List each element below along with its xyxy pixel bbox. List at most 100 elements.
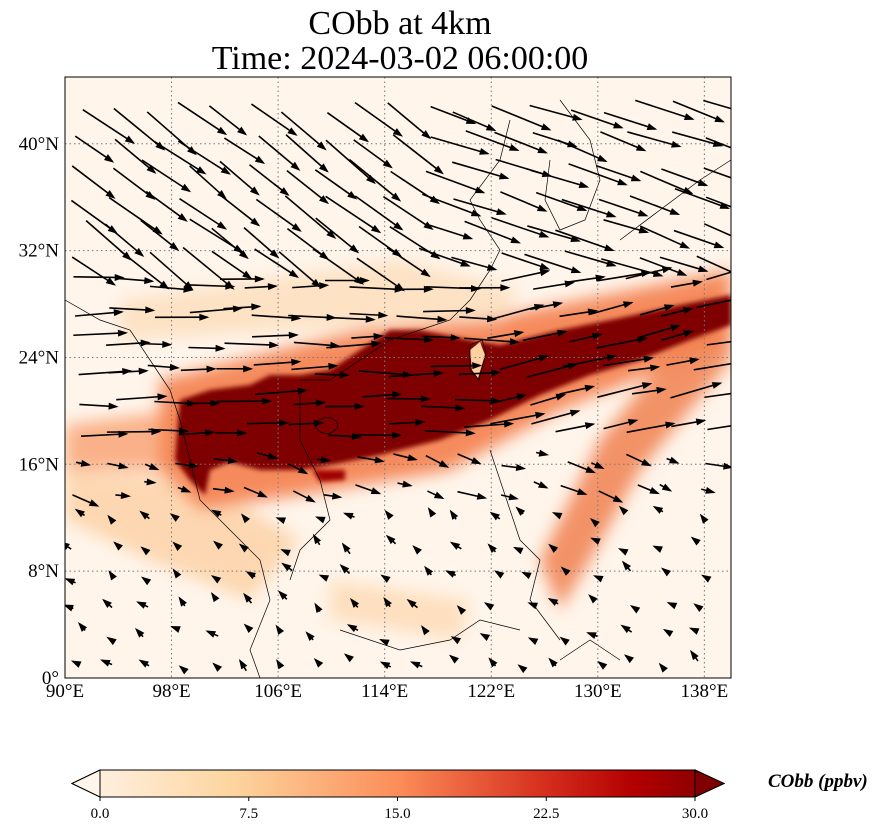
- wind-arrow-head: [510, 236, 521, 244]
- wind-arrow-head: [572, 113, 583, 121]
- wind-arrow-head: [157, 393, 168, 401]
- wind-arrow-head: [656, 386, 667, 394]
- wind-arrow-shaft: [189, 307, 242, 314]
- wind-arrow-shaft: [82, 109, 134, 144]
- wind-arrow-head: [210, 575, 222, 584]
- wind-arrow-head: [383, 596, 392, 608]
- wind-arrow-shaft: [326, 342, 380, 349]
- wind-arrow-head: [385, 534, 396, 545]
- wind-arrow-head: [730, 296, 731, 302]
- wind-arrow-head: [588, 594, 598, 604]
- wind-arrow-shaft: [326, 112, 368, 142]
- wind-arrow-shaft: [423, 309, 474, 313]
- wind-arrow-head: [254, 275, 265, 283]
- lon-tick-label: 90°E: [46, 681, 84, 702]
- wind-arrow-shaft: [388, 372, 442, 378]
- wind-arrow-head: [535, 411, 546, 419]
- wind-arrow-shaft: [570, 109, 623, 129]
- wind-arrow-head: [450, 334, 461, 342]
- wind-arrow-head: [423, 336, 435, 344]
- wind-arrow-head: [366, 174, 376, 185]
- wind-arrow-shaft: [278, 251, 321, 288]
- wind-arrow-shaft: [354, 195, 403, 231]
- wind-arrow-head: [65, 578, 76, 586]
- wind-arrow-head: [539, 269, 551, 277]
- wind-arrow-shaft: [451, 161, 508, 180]
- wind-arrow-head: [508, 144, 520, 151]
- wind-arrow-head: [527, 637, 539, 646]
- wind-arrow-head: [100, 659, 111, 667]
- wind-arrow-shaft: [531, 410, 579, 425]
- wind-arrow-shaft: [464, 337, 519, 343]
- wind-arrow-shaft: [601, 258, 662, 277]
- wind-arrow-shaft: [597, 382, 651, 398]
- wind-arrow-head: [224, 280, 235, 290]
- wind-arrow-head: [315, 516, 326, 524]
- lat-tick-label: 0°: [42, 668, 59, 689]
- wind-arrow-shaft: [430, 364, 481, 368]
- wind-arrow-head: [670, 324, 681, 332]
- wind-arrow-head: [180, 183, 192, 193]
- wind-arrow-head: [74, 508, 85, 518]
- wind-arrow-head: [462, 232, 474, 240]
- coastlines: [65, 99, 731, 678]
- wind-arrow-head: [705, 486, 716, 494]
- wind-arrow-head: [217, 189, 227, 200]
- wind-arrow-head: [178, 665, 189, 675]
- wind-arrow-head: [233, 244, 244, 253]
- wind-arrow-shaft: [249, 164, 289, 196]
- wind-arrow-head: [254, 155, 266, 164]
- wind-arrow-head: [393, 221, 404, 231]
- wind-arrow-head: [500, 284, 511, 292]
- wind-arrow-shaft: [568, 163, 627, 186]
- wind-arrow-shaft: [315, 217, 359, 253]
- wind-arrow-head: [275, 624, 285, 635]
- wind-arrow-head: [65, 604, 74, 612]
- wind-arrow-head: [538, 449, 550, 457]
- wind-arrow-head: [144, 277, 155, 285]
- lat-tick-label: 8°N: [28, 561, 59, 582]
- wind-arrow-shaft: [493, 304, 543, 320]
- wind-arrow-shaft: [182, 246, 234, 290]
- wind-arrow-head: [448, 654, 459, 664]
- wind-arrow-head: [697, 179, 709, 186]
- wind-arrow-head: [371, 340, 382, 348]
- wind-arrow-head: [593, 575, 604, 583]
- wind-arrow-head: [262, 397, 273, 405]
- wind-arrow-shaft: [672, 100, 724, 123]
- wind-arrow-head: [489, 511, 500, 521]
- wind-arrow-shaft: [603, 357, 653, 367]
- wind-arrow-head: [423, 221, 434, 230]
- wind-arrow-head: [251, 303, 262, 311]
- wind-arrow-shaft: [286, 170, 328, 204]
- wind-arrow-head: [450, 636, 462, 645]
- wind-arrow-head: [597, 154, 608, 162]
- wind-arrow-head: [474, 186, 486, 194]
- wind-arrow-head: [177, 213, 188, 222]
- wind-arrow-head: [465, 307, 476, 315]
- wind-arrow-shaft: [529, 104, 581, 121]
- wind-arrow-head: [379, 639, 390, 647]
- wind-arrow-head: [622, 301, 634, 309]
- wind-arrow-shaft: [527, 225, 580, 242]
- wind-arrow-head: [216, 126, 228, 136]
- wind-arrow-head: [629, 604, 641, 614]
- wind-arrow-head: [536, 204, 548, 212]
- wind-arrow-head: [178, 596, 187, 607]
- wind-arrow-head: [746, 151, 757, 158]
- wind-arrow-head: [183, 281, 194, 291]
- lon-tick-label: 122°E: [467, 681, 515, 702]
- wind-arrow-shaft: [73, 332, 127, 337]
- wind-arrow-head: [172, 568, 182, 579]
- wind-arrow-head: [749, 211, 760, 218]
- wind-arrow-head: [237, 429, 248, 437]
- wind-arrow-head: [80, 459, 92, 467]
- wind-arrow-head: [359, 276, 370, 284]
- colorbar-fill: [70, 769, 726, 798]
- wind-arrow-head: [216, 221, 228, 230]
- wind-arrow-head: [319, 195, 330, 205]
- wind-arrow-head: [331, 492, 343, 500]
- wind-arrow-head: [433, 491, 445, 500]
- colorbar-extend-low: [70, 769, 101, 798]
- wind-arrow-head: [392, 128, 404, 137]
